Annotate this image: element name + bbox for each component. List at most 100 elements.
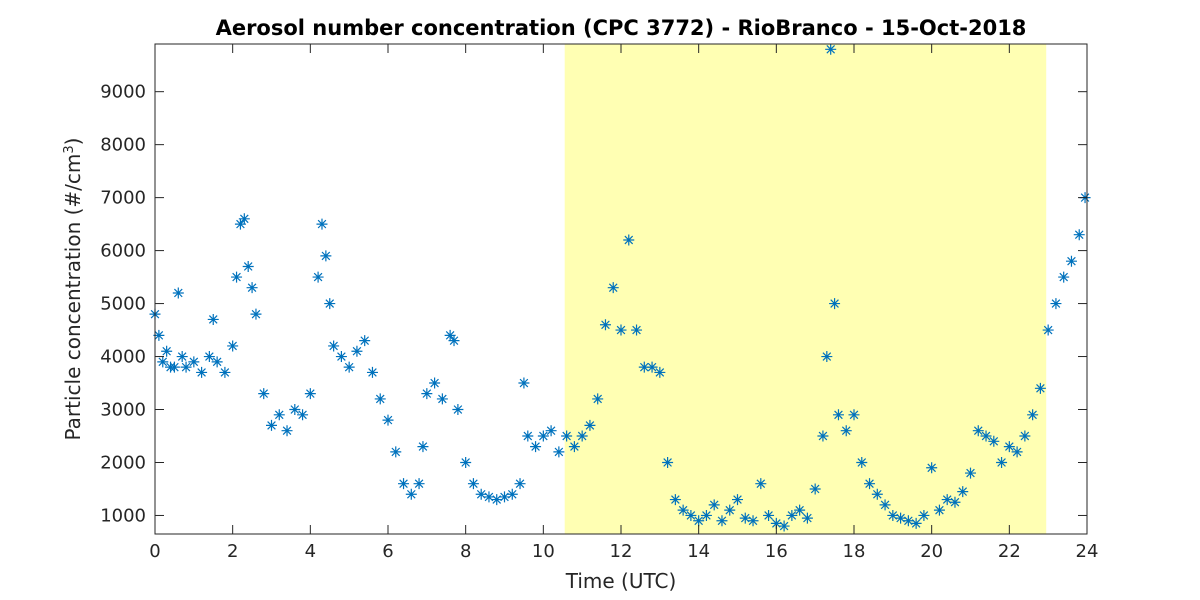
y-tick-label: 1000 <box>100 505 146 526</box>
data-point <box>242 260 254 272</box>
x-tick-label: 8 <box>460 541 471 562</box>
data-point <box>436 393 448 405</box>
data-point <box>933 504 945 516</box>
data-point <box>374 393 386 405</box>
data-point <box>949 496 961 508</box>
data-point <box>693 515 705 527</box>
data-point <box>1042 324 1054 336</box>
data-point <box>359 335 371 347</box>
data-point <box>460 456 472 468</box>
data-point <box>957 486 969 498</box>
y-tick-label: 8000 <box>100 135 146 156</box>
x-tick-label: 6 <box>382 541 393 562</box>
y-tick-label: 2000 <box>100 452 146 473</box>
data-point <box>576 430 588 442</box>
y-tick-label: 6000 <box>100 241 146 262</box>
data-point <box>902 515 914 527</box>
data-point <box>848 409 860 421</box>
data-point <box>654 366 666 378</box>
data-point <box>1019 430 1031 442</box>
data-point <box>188 356 200 368</box>
data-point <box>685 509 697 521</box>
y-tick-label: 4000 <box>100 347 146 368</box>
data-point <box>669 494 681 506</box>
y-tick-label: 5000 <box>100 294 146 315</box>
data-point <box>211 356 223 368</box>
x-tick-label: 2 <box>227 541 238 562</box>
highlight-region <box>564 44 1047 534</box>
data-point <box>584 419 596 431</box>
data-point <box>491 494 503 506</box>
data-point <box>518 377 530 389</box>
data-point <box>553 446 565 458</box>
data-point <box>506 488 518 500</box>
data-point <box>1027 409 1039 421</box>
data-point <box>343 361 355 373</box>
data-point <box>700 509 712 521</box>
data-point <box>324 298 336 310</box>
data-point <box>871 488 883 500</box>
data-point <box>732 494 743 506</box>
data-point <box>1073 229 1085 241</box>
data-point <box>475 488 487 500</box>
data-point <box>825 43 837 55</box>
data-point <box>568 441 580 453</box>
data-point <box>817 430 829 442</box>
data-point <box>972 425 984 437</box>
data-point <box>716 515 728 527</box>
data-point <box>157 356 169 368</box>
data-point <box>631 324 643 336</box>
data-point <box>258 388 270 400</box>
data-point <box>918 509 930 521</box>
data-point <box>316 218 328 230</box>
data-point <box>273 409 285 421</box>
data-point <box>448 335 460 347</box>
data-point <box>231 271 243 283</box>
data-point <box>832 409 844 421</box>
data-point <box>203 351 215 363</box>
data-point <box>646 361 658 373</box>
chart-title: Aerosol number concentration (CPC 3772) … <box>216 16 1027 40</box>
data-point <box>1034 382 1046 394</box>
data-point <box>988 435 1000 447</box>
data-point <box>1058 271 1070 283</box>
data-point <box>522 430 534 442</box>
data-point <box>801 512 813 524</box>
data-point <box>417 441 429 453</box>
y-axis-label-main: Particle concentration (#/cm <box>61 154 85 441</box>
data-point <box>856 456 868 468</box>
data-point <box>829 298 841 310</box>
data-point <box>238 213 250 225</box>
data-point <box>320 250 332 262</box>
data-point <box>366 366 378 378</box>
data-point <box>615 324 627 336</box>
data-point <box>530 441 542 453</box>
data-point <box>879 499 891 511</box>
data-point <box>747 515 759 527</box>
data-point <box>638 361 650 373</box>
x-tick-label: 10 <box>532 541 555 562</box>
data-point <box>207 313 219 325</box>
data-point <box>887 509 899 521</box>
data-point <box>421 388 433 400</box>
data-point <box>739 512 751 524</box>
data-point <box>1065 255 1077 267</box>
tick-marks: 0 2 4 6 8 10 12 14 16 18 20 22 241000200030004000500… <box>100 44 1098 562</box>
x-tick-label: 12 <box>610 541 633 562</box>
y-tick-label: 9000 <box>100 82 146 103</box>
data-point <box>677 504 689 516</box>
data-point <box>168 361 180 373</box>
data-point <box>266 419 277 431</box>
data-point <box>623 234 635 246</box>
y-tick-label: 3000 <box>100 400 146 421</box>
data-point <box>219 366 231 378</box>
data-point <box>514 478 526 490</box>
data-point <box>1011 446 1023 458</box>
data-point <box>941 494 953 506</box>
x-tick-label: 16 <box>765 541 788 562</box>
data-point <box>390 446 402 458</box>
data-point <box>724 504 736 516</box>
data-point <box>821 351 833 363</box>
y-axis-label-close: ) <box>61 138 85 146</box>
